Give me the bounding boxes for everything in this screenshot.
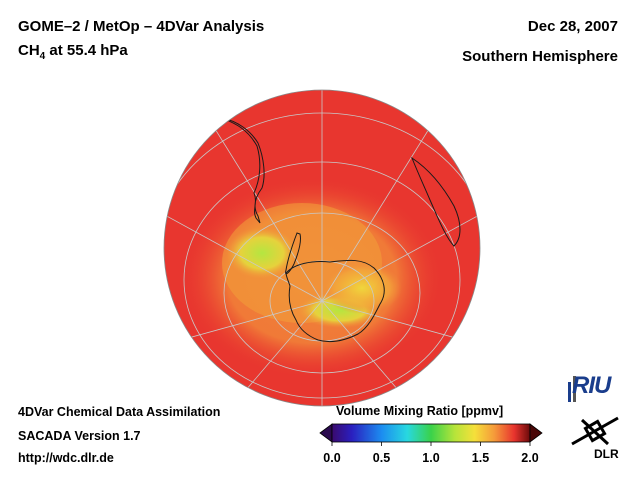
- riu-logo: RIU: [572, 372, 611, 399]
- colorbar-label: Volume Mixing Ratio [ppmv]: [336, 404, 504, 418]
- colorbar-tick-4: 2.0: [521, 451, 539, 465]
- footer-assimilation: 4DVar Chemical Data Assimilation: [18, 405, 221, 419]
- date-label: Dec 28, 2007: [527, 18, 618, 35]
- dlr-logo-icon: [571, 416, 619, 446]
- colorbar-over-arrow: [529, 423, 543, 443]
- globe-map: [163, 89, 481, 407]
- colorbar-tick-0: 0.0: [323, 451, 341, 465]
- coast-south-america: [221, 117, 265, 224]
- pressure-level: at 55.4 hPa: [45, 42, 128, 59]
- footer-url[interactable]: http://wdc.dlr.de: [18, 451, 114, 465]
- colorbar-tick-3: 1.5: [471, 451, 490, 465]
- coast-africa: [410, 156, 461, 247]
- coast-australia: [461, 342, 473, 374]
- footer-version: SACADA Version 1.7: [18, 429, 141, 443]
- species-name: CH: [18, 42, 40, 59]
- colorbar: [319, 423, 543, 446]
- species-level: CH4 at 55.4 hPa: [18, 42, 128, 62]
- map-title: GOME–2 / MetOp – 4DVar Analysis: [18, 18, 265, 35]
- low-ch4-patch-east: [322, 262, 402, 314]
- colorbar-tick-2: 1.0: [422, 451, 440, 465]
- dlr-logo: DLR: [594, 447, 619, 461]
- low-ch4-patch-west: [226, 227, 298, 279]
- riu-logo-icon: [568, 376, 576, 402]
- colorbar-tick-1: 0.5: [372, 451, 391, 465]
- coast-antarctic-peninsula: [285, 232, 301, 275]
- globe-outline: [163, 89, 481, 407]
- region-label: Southern Hemisphere: [462, 48, 618, 65]
- species-subscript: 4: [39, 51, 46, 62]
- colorbar-under-arrow: [319, 423, 333, 443]
- colorbar-ticks: [331, 442, 531, 446]
- coastlines: [221, 117, 473, 374]
- coast-antarctica: [285, 259, 385, 343]
- colorbar-gradient: [331, 423, 531, 443]
